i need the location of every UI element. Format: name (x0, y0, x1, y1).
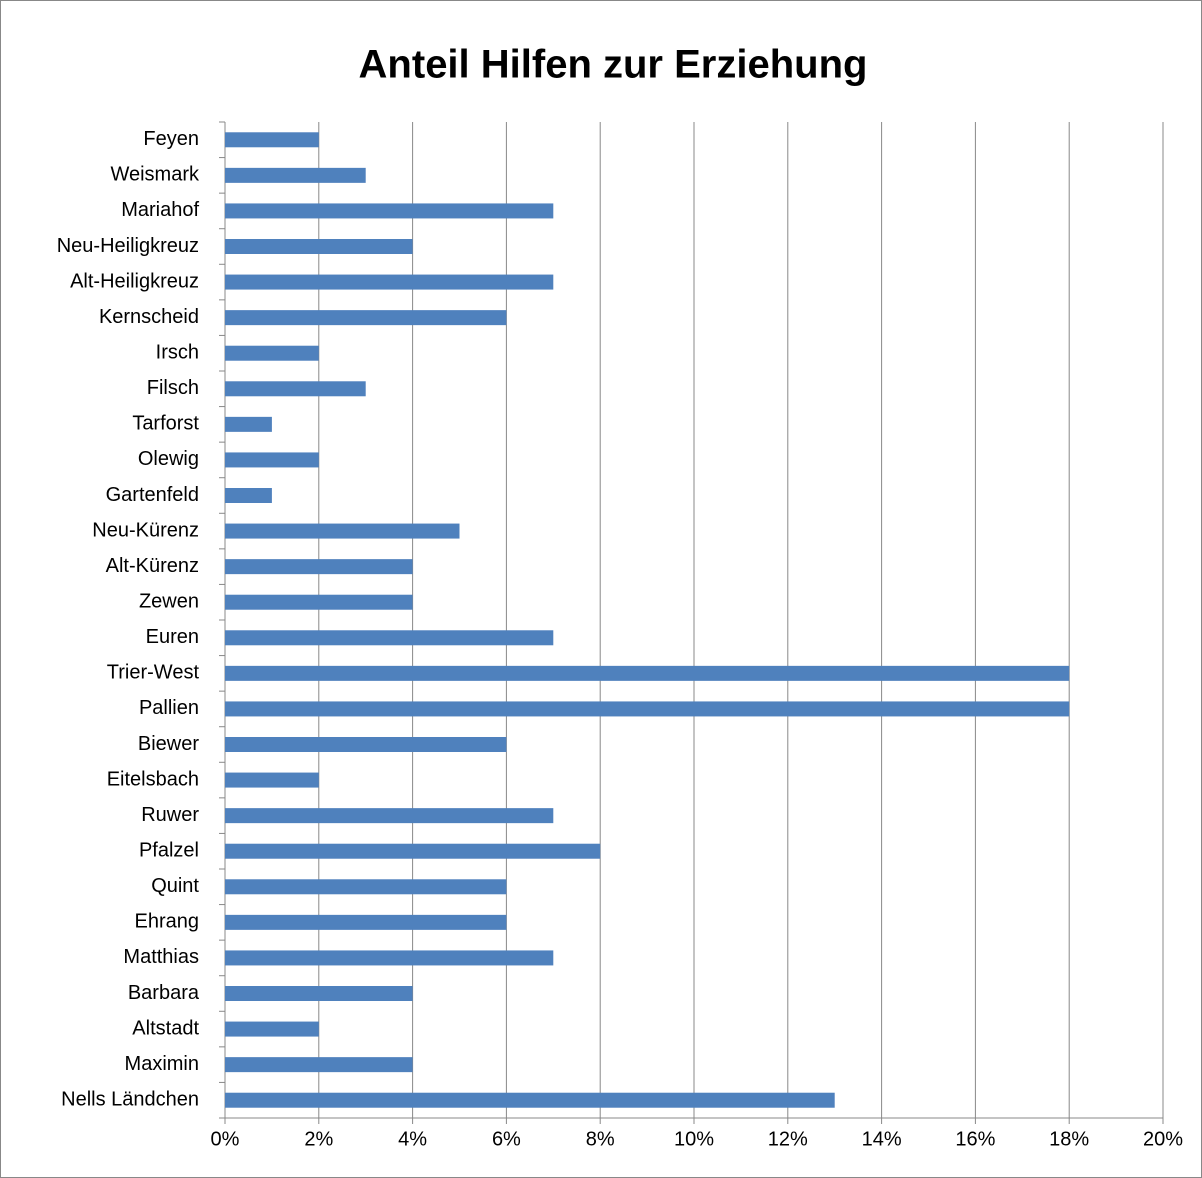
bar (225, 986, 413, 1001)
y-tick-label: Neu-Kürenz (92, 519, 199, 541)
y-tick-label: Eitelsbach (107, 768, 199, 790)
y-tick-label: Maximin (125, 1053, 199, 1075)
y-tick-label: Pallien (139, 697, 199, 719)
y-tick-label: Tarforst (132, 413, 199, 435)
y-tick-label: Euren (146, 626, 199, 648)
bar (225, 488, 272, 503)
x-tick-label: 20% (1143, 1128, 1183, 1150)
bar (225, 345, 319, 361)
chart-title: Anteil Hilfen zur Erziehung (359, 43, 868, 87)
bar (225, 310, 507, 326)
bar (225, 630, 554, 646)
y-tick-label: Quint (151, 875, 199, 897)
y-tick-label: Kernscheid (99, 306, 199, 328)
y-tick-label: Gartenfeld (106, 484, 199, 506)
bar (225, 879, 507, 895)
bar (225, 950, 554, 966)
bar (225, 701, 1070, 717)
y-tick-label: Zewen (139, 590, 199, 612)
bar (225, 1057, 413, 1073)
x-tick-label: 8% (586, 1128, 615, 1150)
bar (225, 665, 1070, 681)
bar (225, 594, 413, 610)
bar (225, 239, 413, 254)
y-tick-label: Filsch (147, 377, 199, 399)
bar (225, 1021, 319, 1037)
bar (225, 274, 554, 290)
y-tick-label: Barbara (128, 982, 200, 1004)
y-tick-label: Alt-Heiligkreuz (70, 270, 199, 292)
bar (225, 416, 272, 432)
bar (225, 843, 601, 859)
x-tick-label: 6% (492, 1128, 521, 1150)
bar (225, 914, 507, 930)
y-tick-label: Alt-Kürenz (106, 555, 199, 577)
x-tick-label: 4% (398, 1128, 427, 1150)
bar (225, 523, 460, 539)
y-tick-label: Pfalzel (139, 839, 199, 861)
x-tick-label: 10% (674, 1128, 714, 1150)
bar (225, 737, 507, 752)
y-tick-label: Olewig (138, 448, 199, 470)
bar (225, 381, 366, 397)
y-tick-label: Weismark (110, 164, 200, 186)
y-tick-label: Feyen (143, 128, 199, 150)
x-tick-label: 12% (768, 1128, 808, 1150)
y-tick-label: Neu-Heiligkreuz (57, 235, 199, 257)
bar (225, 772, 319, 788)
x-tick-label: 14% (862, 1128, 902, 1150)
bar (225, 1092, 835, 1108)
y-tick-label: Ruwer (141, 804, 199, 826)
y-tick-label: Altstadt (132, 1017, 199, 1039)
y-tick-label: Ehrang (135, 911, 200, 933)
bar (225, 167, 366, 183)
y-tick-label: Matthias (123, 946, 199, 968)
y-tick-label: Irsch (156, 341, 199, 363)
y-tick-label: Nells Ländchen (61, 1088, 199, 1110)
x-tick-label: 2% (304, 1128, 333, 1150)
bar (225, 203, 554, 219)
x-tick-label: 16% (955, 1128, 995, 1150)
x-tick-label: 0% (211, 1128, 240, 1150)
y-tick-label: Biewer (138, 733, 199, 755)
x-tick-label: 18% (1049, 1128, 1089, 1150)
y-tick-label: Trier-West (107, 662, 200, 684)
bar (225, 452, 319, 468)
bar (225, 808, 554, 824)
bar (225, 132, 319, 148)
bar (225, 559, 413, 575)
y-tick-label: Mariahof (121, 199, 199, 221)
